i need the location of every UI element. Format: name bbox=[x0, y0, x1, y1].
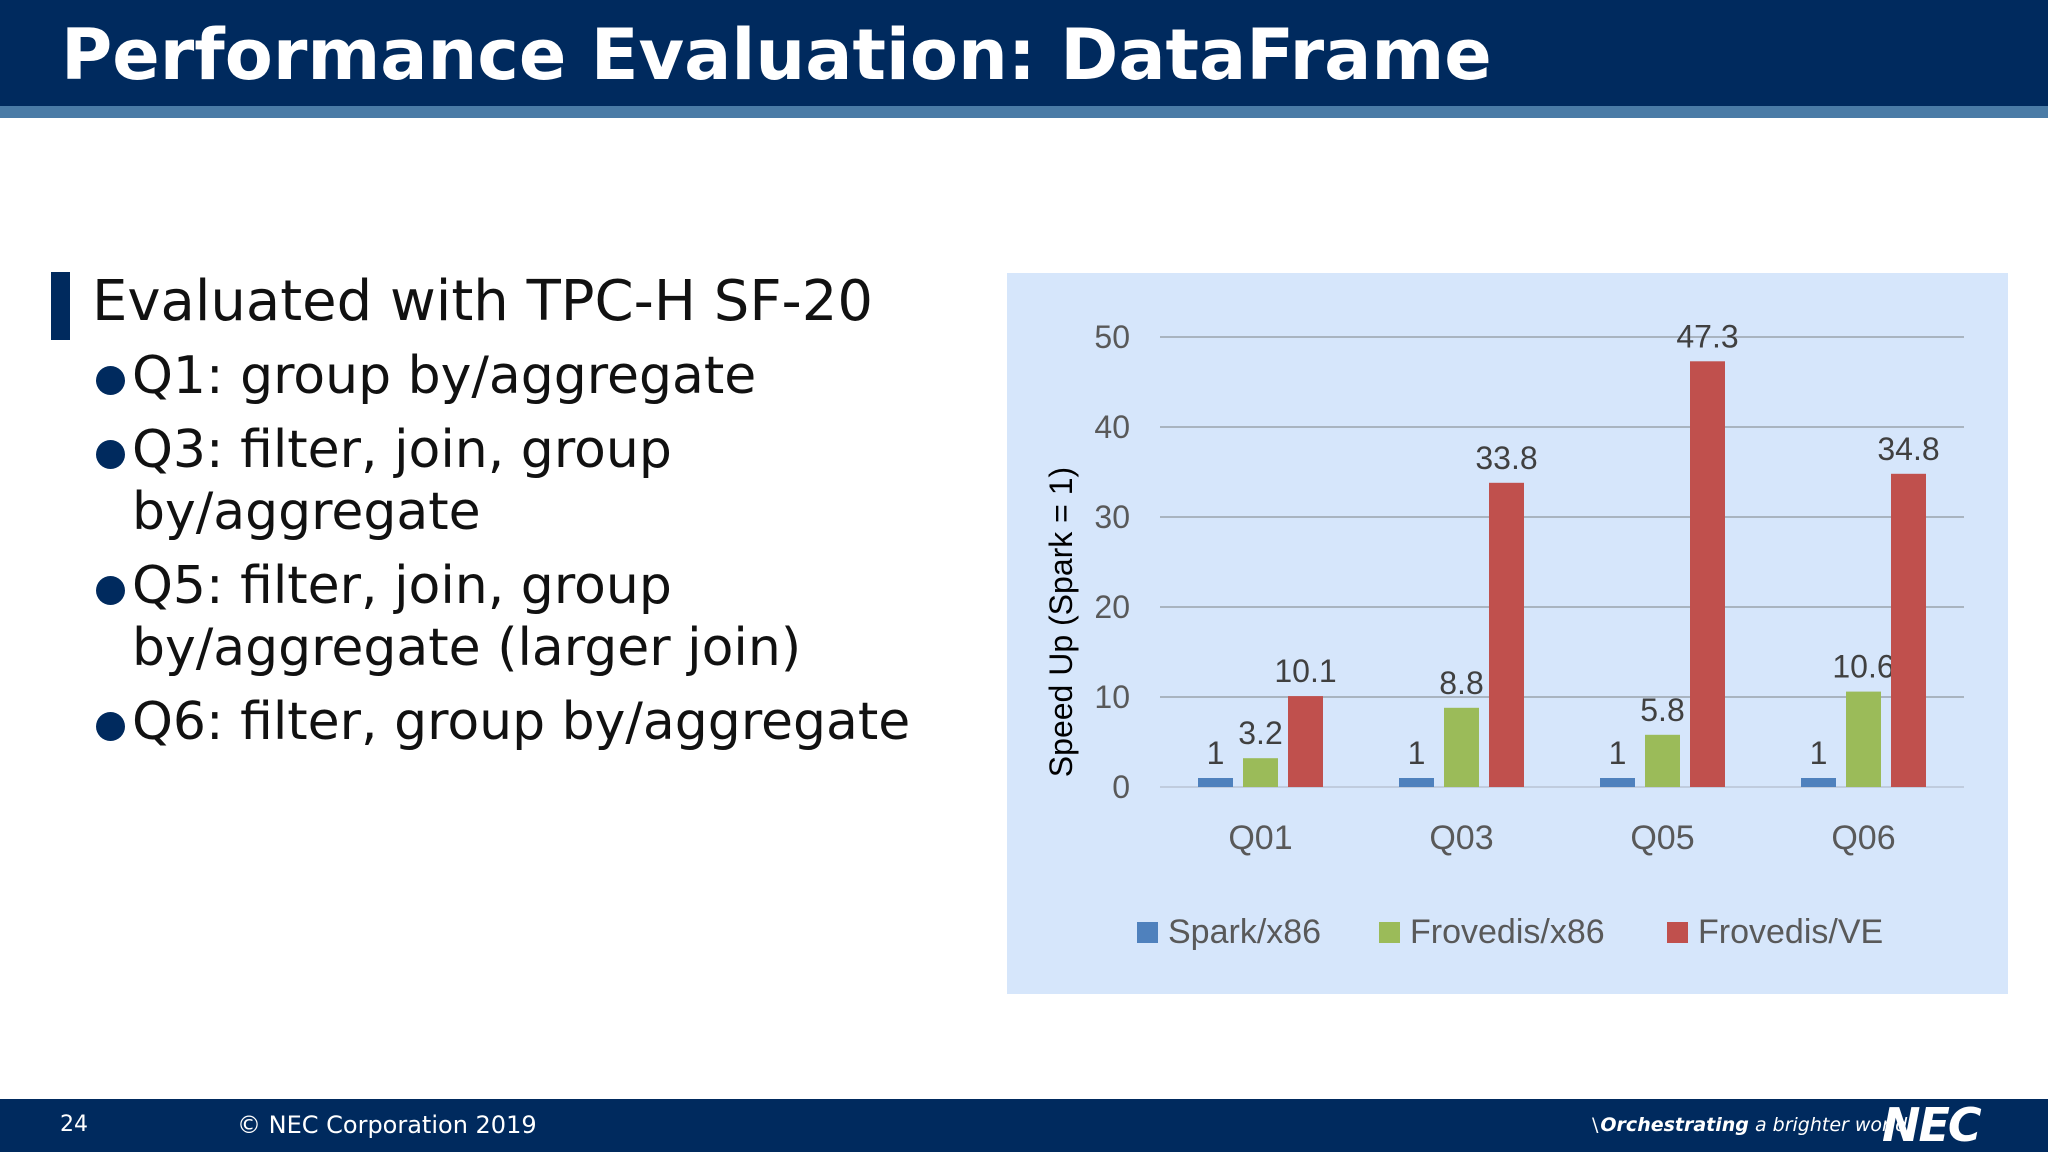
data-label: 3.2 bbox=[1238, 715, 1282, 751]
bullet-dot-icon bbox=[96, 712, 125, 741]
data-label: 1 bbox=[1207, 735, 1225, 771]
bar bbox=[1891, 473, 1926, 787]
page-number: 24 bbox=[60, 1112, 88, 1137]
data-label: 47.3 bbox=[1676, 318, 1738, 354]
bar bbox=[1600, 778, 1635, 787]
speedup-bar-chart: 0 10 20 30 40 50 Speed Up (Spark = 1) 1 3.2 10.1 Q… bbox=[1043, 318, 1964, 951]
data-label: 1 bbox=[1408, 735, 1426, 771]
tagline-rest: a brighter world bbox=[1748, 1114, 1908, 1136]
data-label: 1 bbox=[1609, 735, 1627, 771]
data-label: 8.8 bbox=[1439, 665, 1483, 701]
y-tick-label: 20 bbox=[1094, 589, 1130, 625]
bullet-text: Q1: group by/aggregate bbox=[132, 346, 757, 406]
footer-bar bbox=[0, 1099, 2048, 1152]
x-tick-label: Q05 bbox=[1630, 819, 1694, 857]
legend-label: Spark/x86 bbox=[1168, 913, 1321, 951]
legend-swatch bbox=[1667, 922, 1688, 943]
data-label: 34.8 bbox=[1877, 431, 1939, 467]
data-label: 10.6 bbox=[1832, 649, 1894, 685]
bar bbox=[1645, 734, 1680, 787]
tagline-slash: \ bbox=[1592, 1114, 1599, 1136]
legend-label: Frovedis/x86 bbox=[1410, 913, 1605, 951]
bullet-item: Q5: filter, join, group by/aggregate (la… bbox=[96, 555, 976, 679]
bullet-dot-icon bbox=[96, 576, 125, 605]
legend-label: Frovedis/VE bbox=[1698, 913, 1883, 951]
chart-panel: 0 10 20 30 40 50 Speed Up (Spark = 1) 1 3.2 10.1 Q… bbox=[1007, 273, 2008, 994]
bullet-list: Q1: group by/aggregate Q3: filter, join,… bbox=[96, 345, 976, 765]
bullet-item: Q1: group by/aggregate bbox=[96, 345, 976, 407]
bullet-item: Q6: filter, group by/aggregate bbox=[96, 691, 976, 753]
data-label: 10.1 bbox=[1274, 653, 1336, 689]
bar bbox=[1198, 778, 1233, 787]
data-label: 5.8 bbox=[1640, 692, 1684, 728]
title-bar bbox=[0, 0, 2048, 106]
bullet-text: Q5: filter, join, group by/aggregate (la… bbox=[132, 556, 802, 678]
copyright: © NEC Corporation 2019 bbox=[237, 1111, 537, 1139]
bullet-text: Q6: filter, group by/aggregate bbox=[132, 692, 911, 752]
bullet-dot-icon bbox=[96, 440, 125, 469]
bar bbox=[1288, 696, 1323, 787]
data-label: 33.8 bbox=[1475, 440, 1537, 476]
title-bar-stripe bbox=[0, 106, 2048, 118]
bullet-text: Q3: filter, join, group by/aggregate bbox=[132, 420, 672, 542]
bar bbox=[1243, 758, 1278, 787]
bar bbox=[1399, 778, 1434, 787]
y-tick-label: 40 bbox=[1094, 409, 1130, 445]
tagline-strong: Orchestrating bbox=[1600, 1114, 1749, 1136]
x-tick-label: Q06 bbox=[1831, 819, 1895, 857]
bar bbox=[1846, 691, 1881, 787]
legend-swatch bbox=[1379, 922, 1400, 943]
y-axis-label: Speed Up (Spark = 1) bbox=[1043, 467, 1079, 777]
bar bbox=[1690, 361, 1725, 787]
y-tick-label: 30 bbox=[1094, 499, 1130, 535]
bar bbox=[1801, 778, 1836, 787]
bullet-item: Q3: filter, join, group by/aggregate bbox=[96, 419, 976, 543]
x-tick-label: Q03 bbox=[1429, 819, 1493, 857]
legend-swatch bbox=[1137, 922, 1158, 943]
y-tick-label: 10 bbox=[1094, 679, 1130, 715]
tagline: \ Orchestrating a brighter world bbox=[1592, 1110, 1907, 1140]
x-tick-label: Q01 bbox=[1228, 819, 1292, 857]
y-tick-label: 50 bbox=[1094, 319, 1130, 355]
lead-marker bbox=[51, 272, 70, 340]
y-tick-label: 0 bbox=[1112, 769, 1130, 805]
data-label: 1 bbox=[1810, 735, 1828, 771]
lead-text: Evaluated with TPC-H SF-20 bbox=[92, 269, 873, 334]
bar bbox=[1444, 707, 1479, 787]
nec-logo: NEC bbox=[1882, 1098, 1982, 1152]
bar bbox=[1489, 482, 1524, 787]
slide-title: Performance Evaluation: DataFrame bbox=[61, 14, 1492, 96]
bullet-dot-icon bbox=[96, 366, 125, 395]
